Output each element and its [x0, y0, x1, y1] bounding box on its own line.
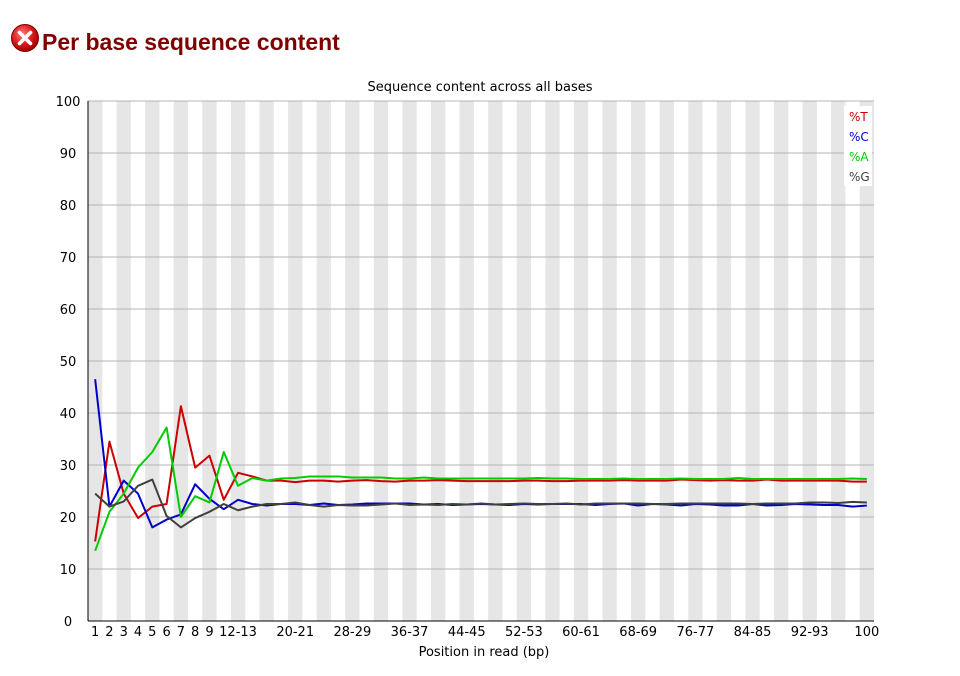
x-tick-label: 28-29	[333, 625, 371, 640]
x-tick-label: 84-85	[734, 625, 772, 640]
x-tick-label: 100	[854, 625, 879, 640]
legend-entry: %T	[849, 110, 868, 124]
x-tick-label: 1	[91, 625, 99, 640]
x-tick-label: 92-93	[791, 625, 829, 640]
y-tick-label: 70	[60, 251, 77, 266]
x-tick-label: 44-45	[448, 625, 486, 640]
horizontal-gridlines	[88, 100, 874, 570]
series-line-pct-A	[94, 426, 867, 552]
y-tick-label: 100	[56, 95, 81, 110]
chart-title: Sequence content across all bases	[367, 80, 592, 95]
y-axis-tick-labels: 0 10 20 30 40 50 60 70 80 90 100	[56, 95, 81, 630]
y-tick-label: 90	[60, 147, 77, 162]
page-title: Per base sequence content	[42, 28, 340, 55]
y-tick-label: 40	[60, 407, 77, 422]
x-axis-tick-labels: 1 2 3 4 5 6 7 8 9 12-13 20-21 28-29 36-37 44-45 52-53 6…	[91, 625, 879, 640]
axes	[87, 101, 874, 622]
x-tick-label: 3	[120, 625, 128, 640]
x-axis-label: Position in read (bp)	[419, 645, 550, 660]
x-tick-label: 7	[177, 625, 185, 640]
x-tick-label: 60-61	[562, 625, 600, 640]
legend-box	[844, 106, 872, 186]
alternating-background-bands	[88, 101, 874, 621]
x-tick-label: 9	[205, 625, 213, 640]
x-tick-label: 8	[191, 625, 199, 640]
y-tick-label: 30	[60, 459, 77, 474]
x-tick-label: 12-13	[219, 625, 257, 640]
y-tick-label: 80	[60, 199, 77, 214]
x-tick-label: 68-69	[619, 625, 657, 640]
x-tick-label: 52-53	[505, 625, 543, 640]
x-tick-label: 2	[105, 625, 113, 640]
series-line-pct-T	[94, 405, 867, 542]
x-tick-label: 36-37	[391, 625, 429, 640]
series-lines	[94, 379, 867, 552]
legend: %T %C %A %G	[844, 106, 872, 186]
y-tick-label: 20	[60, 511, 77, 526]
y-tick-label: 0	[64, 615, 72, 630]
legend-entry: %C	[849, 130, 869, 144]
y-tick-label: 10	[60, 563, 77, 578]
x-tick-label: 20-21	[276, 625, 314, 640]
y-tick-label: 50	[60, 355, 77, 370]
fail-cross-icon	[11, 24, 39, 52]
legend-entry: %G	[849, 170, 870, 184]
x-tick-label: 76-77	[676, 625, 714, 640]
x-tick-label: 4	[134, 625, 142, 640]
x-tick-label: 5	[148, 625, 156, 640]
y-tick-label: 60	[60, 303, 77, 318]
series-line-pct-G	[94, 478, 867, 529]
legend-entry: %A	[849, 150, 869, 164]
report-header: Per base sequence content	[10, 24, 340, 60]
x-tick-label: 6	[162, 625, 170, 640]
